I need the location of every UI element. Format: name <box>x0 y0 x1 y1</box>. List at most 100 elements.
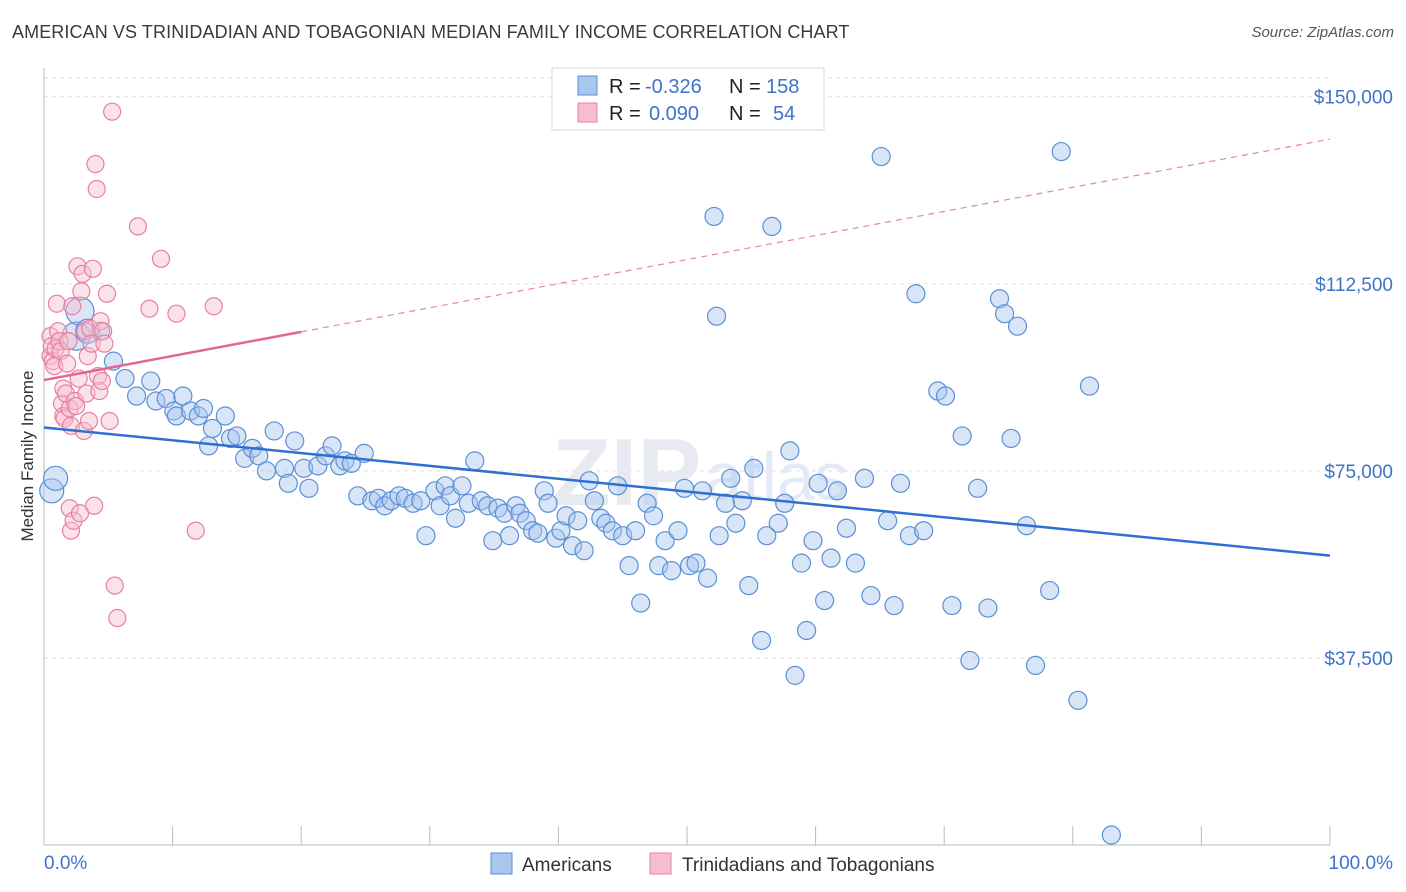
americans-point-17 <box>193 398 214 419</box>
americans-point-23 <box>235 448 255 468</box>
y-tick-label-0: $37,500 <box>1324 649 1393 670</box>
americans-point-104 <box>732 491 752 511</box>
americans-point-85 <box>625 521 646 541</box>
americans-point-83 <box>613 526 633 546</box>
americans-point-131 <box>914 521 934 541</box>
americans-point-76 <box>574 541 594 561</box>
trinidadians-point-49 <box>103 102 122 121</box>
trinidadians-point-51 <box>108 608 127 628</box>
americans-point-112 <box>780 441 800 461</box>
americans-point-66 <box>516 511 536 531</box>
americans-point-72 <box>551 521 571 541</box>
americans-point-96 <box>692 481 713 501</box>
americans-point-135 <box>952 426 972 446</box>
y-tick-labels: $37,500 $75,000 $112,500 $150,000 <box>1314 88 1393 670</box>
americans-point-102 <box>721 468 741 488</box>
americans-point-111 <box>775 493 795 513</box>
americans-point-121 <box>836 518 857 538</box>
americans-point-107 <box>751 630 772 651</box>
americans-point-27 <box>264 421 284 441</box>
americans-point-149 <box>1101 825 1121 845</box>
americans-point-47 <box>403 493 423 513</box>
americans-point-93 <box>674 478 695 498</box>
americans-point-129 <box>899 526 920 546</box>
americans-point-29 <box>278 473 298 493</box>
americans-point-115 <box>796 620 817 641</box>
trinidadians-point-16 <box>59 332 78 351</box>
americans-point-19 <box>202 418 223 439</box>
americans-point-49 <box>416 526 436 546</box>
trinidadians-point-34 <box>79 411 99 431</box>
legend-r-value-2: 0.090 <box>649 103 699 125</box>
americans-point-92 <box>668 521 688 541</box>
trend-lines <box>43 138 1331 557</box>
americans-point-52 <box>435 476 455 496</box>
americans-point-139 <box>989 289 1010 309</box>
americans-point-69 <box>534 481 554 501</box>
americans-point-123 <box>854 468 875 488</box>
americans-point-105 <box>739 575 759 596</box>
trinidadians-point-52 <box>128 217 147 236</box>
americans-point-8 <box>126 386 147 406</box>
trinidadians-point-56 <box>186 521 205 540</box>
americans-point-22 <box>227 426 247 446</box>
americans-point-57 <box>465 451 485 471</box>
americans-point-116 <box>803 531 823 551</box>
americans-point-13 <box>166 406 187 426</box>
americans-point-84 <box>619 556 639 576</box>
americans-point-43 <box>375 496 395 516</box>
americans-point-87 <box>637 493 657 513</box>
americans-point-70 <box>538 493 558 513</box>
americans-point-33 <box>308 456 328 476</box>
americans-point-137 <box>968 478 988 498</box>
americans-point-133 <box>935 386 956 406</box>
americans-point-51 <box>430 496 450 516</box>
trinidadians-point-28 <box>72 282 91 301</box>
trinidadians-point-13 <box>55 409 74 428</box>
watermark: ZIP atlas <box>552 419 849 526</box>
trinidadians-point-12 <box>54 379 73 398</box>
americans-point-74 <box>562 536 583 556</box>
americans-point-140 <box>995 304 1015 324</box>
americans-point-120 <box>827 481 848 501</box>
y-tick-label-2: $112,500 <box>1315 275 1393 296</box>
americans-point-136 <box>960 650 980 671</box>
watermark-zip: ZIP <box>552 419 701 526</box>
americans-point-98 <box>704 206 724 227</box>
americans-point-35 <box>322 436 342 456</box>
trinidadians-point-15 <box>58 354 77 373</box>
trinidadians-point-36 <box>82 334 101 353</box>
americans-point-9 <box>141 371 161 391</box>
axes <box>43 68 1331 846</box>
americans-point-48 <box>411 491 431 511</box>
legend-r-label-1: R = <box>609 76 641 98</box>
bottom-legend-swatch-americans <box>490 852 513 875</box>
americans-point-78 <box>584 491 605 511</box>
americans-point-67 <box>523 521 543 541</box>
americans-point-18 <box>199 436 219 456</box>
americans-trend-line <box>43 426 1331 557</box>
americans-point-125 <box>871 146 891 167</box>
trinidadians-point-57 <box>204 297 223 316</box>
americans-point-130 <box>906 284 926 304</box>
legend-r-value-1: -0.326 <box>645 76 702 98</box>
legend-n-label-1: N = <box>729 76 761 98</box>
trinidadians-point-27 <box>70 504 90 523</box>
americans-point-108 <box>757 526 777 546</box>
trinidadians-point-40 <box>87 179 106 199</box>
americans-point-30 <box>285 431 305 451</box>
bottom-legend-trinidadians: Trinidadians and Tobagonians <box>682 855 934 876</box>
legend-swatch-americans <box>577 75 598 96</box>
americans-point-50 <box>425 481 445 501</box>
trinidadians-point-53 <box>140 299 159 318</box>
americans-point-73 <box>556 506 576 526</box>
trinidadians-point-46 <box>95 334 114 353</box>
americans-point-88 <box>643 506 664 526</box>
x-tick-label-0: 0.0% <box>44 853 87 874</box>
americans-point-28 <box>274 458 295 478</box>
americans-point-7 <box>115 368 135 389</box>
trinidadians-trend-line-dashed <box>301 138 1331 333</box>
americans-point-126 <box>878 511 898 531</box>
americans-point-148 <box>1079 376 1100 396</box>
